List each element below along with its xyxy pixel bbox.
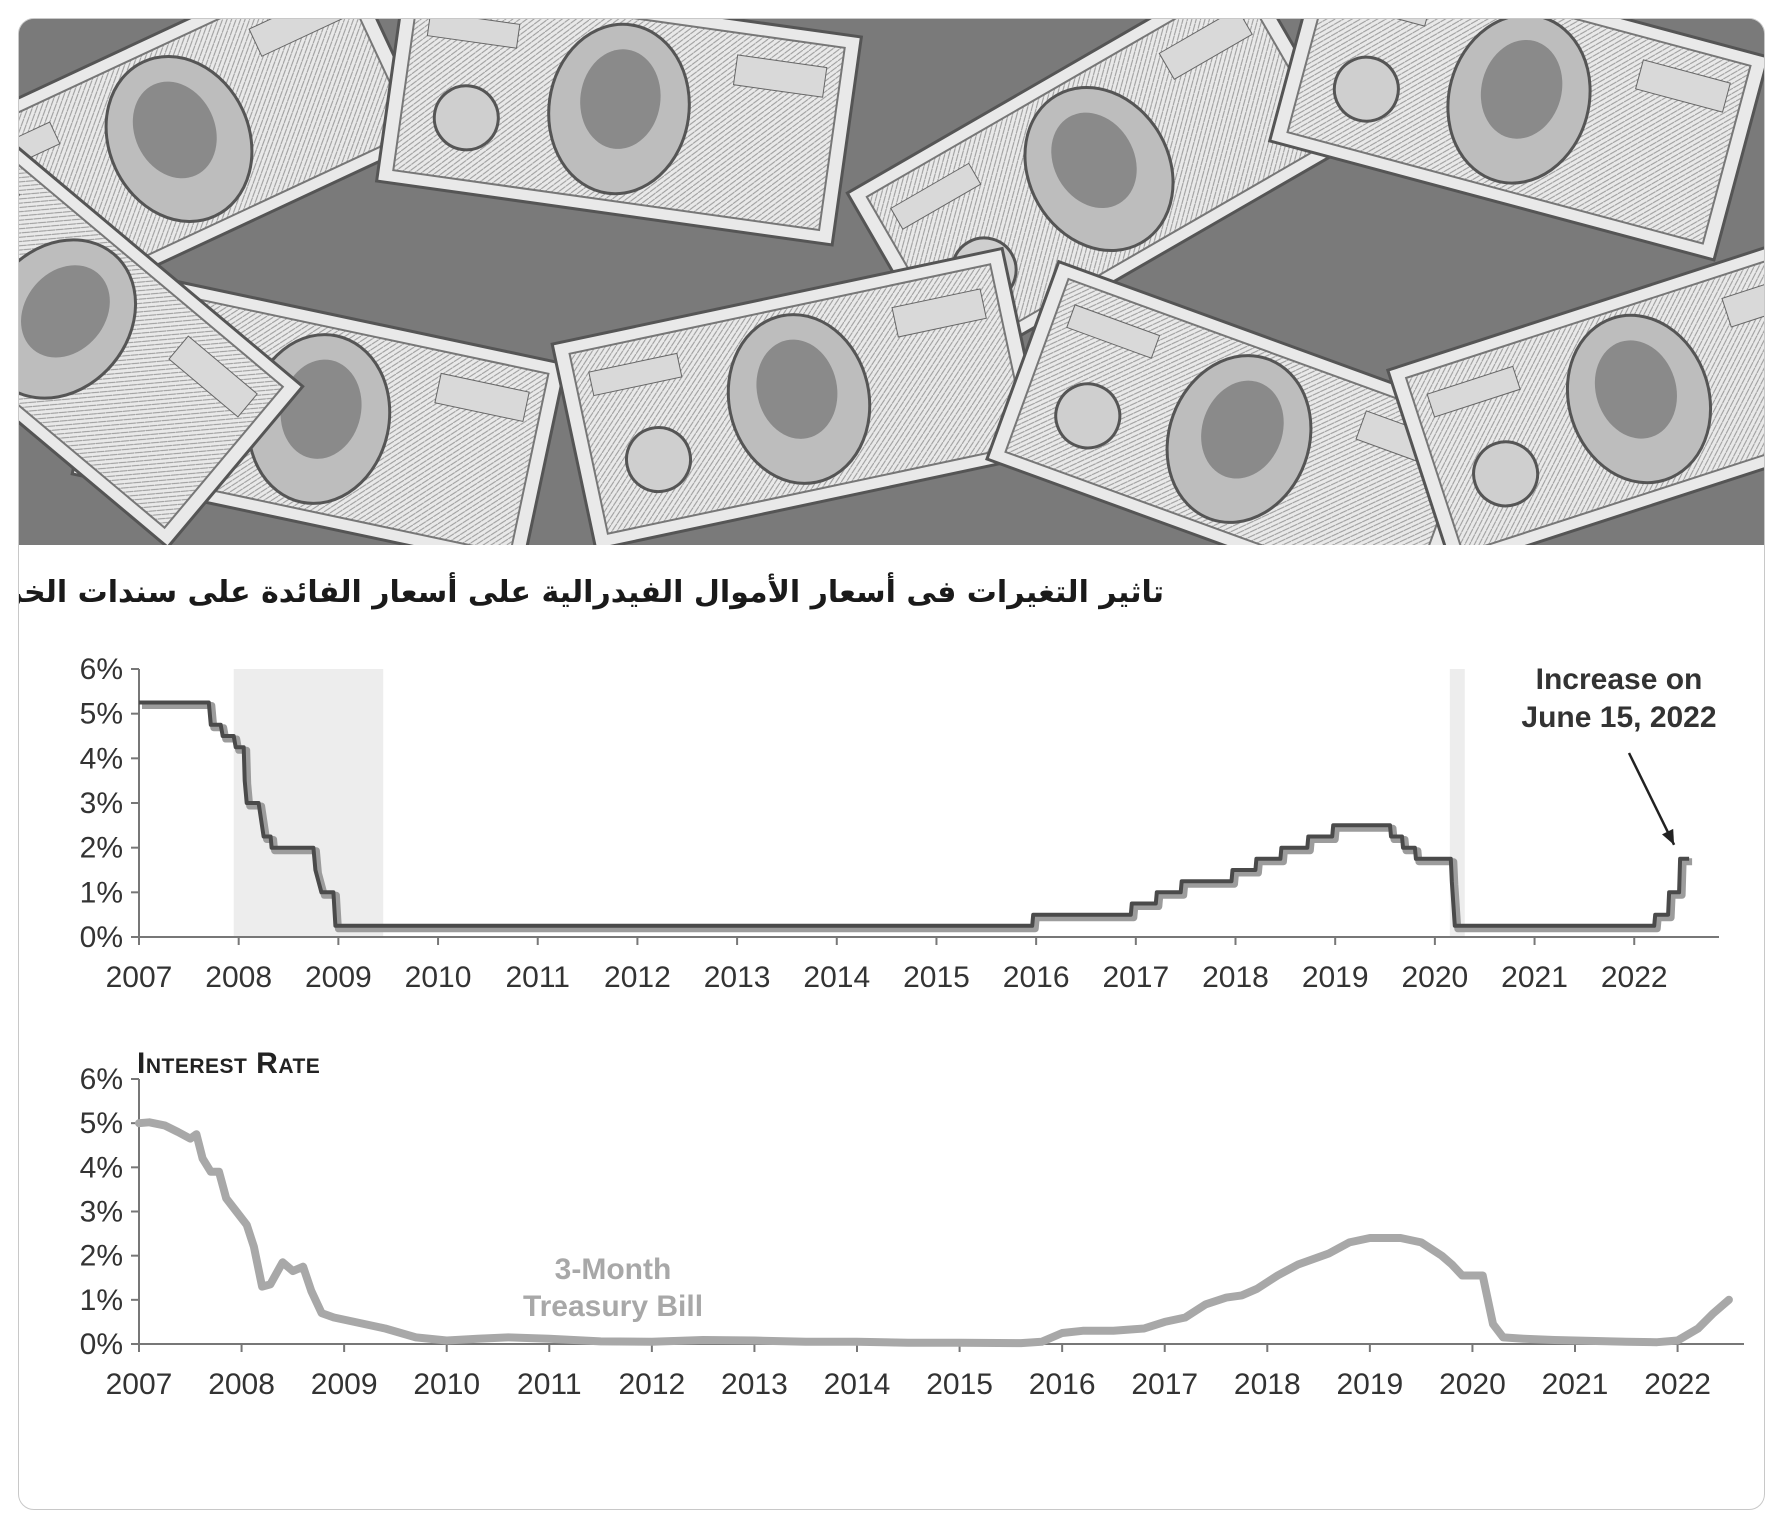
y-tick-label: 1% bbox=[80, 1284, 123, 1317]
x-tick-label: 2011 bbox=[505, 961, 570, 994]
x-tick-label: 2020 bbox=[1439, 1368, 1506, 1401]
x-tick-label: 2014 bbox=[803, 961, 870, 994]
annotation-line2: June 15, 2022 bbox=[1521, 701, 1716, 734]
x-tick-label: 2016 bbox=[1029, 1368, 1096, 1401]
x-tick-label: 2010 bbox=[405, 961, 472, 994]
y-tick-label: 5% bbox=[80, 1107, 123, 1140]
treasury-bill-chart: 0% 1% 2% 3% 4% 5% 6% 2007 2008 2009 2010 2011 2012 20… bbox=[80, 1063, 1744, 1401]
x-tick-label: 2021 bbox=[1501, 961, 1568, 994]
treasury-bill-line bbox=[135, 1118, 1733, 1348]
y-tick-label: 4% bbox=[80, 1151, 123, 1184]
series-label-line1: 3-Month bbox=[555, 1253, 672, 1286]
x-tick-label: 2008 bbox=[205, 961, 272, 994]
money-banner-image bbox=[19, 19, 1764, 545]
x-tick-label: 2019 bbox=[1302, 961, 1369, 994]
x-tick-label: 2012 bbox=[604, 961, 671, 994]
x-tick-label: 2022 bbox=[1644, 1368, 1711, 1401]
x-tick-label: 2011 bbox=[517, 1368, 582, 1401]
fed-funds-rate-line bbox=[139, 700, 1690, 928]
x-tick-label: 2007 bbox=[106, 1368, 173, 1401]
fed-funds-chart: 0% 1% 2% 3% 4% 5% 6% 2007 2008 2009 2010 2011 2012 20… bbox=[80, 653, 1719, 994]
interest-rate-title: Interest Rate bbox=[137, 1047, 321, 1080]
y-tick-label: 6% bbox=[80, 653, 123, 686]
y-tick-label: 2% bbox=[80, 832, 123, 865]
x-tick-label: 2010 bbox=[413, 1368, 480, 1401]
y-tick-label: 2% bbox=[80, 1240, 123, 1273]
y-tick-label: 1% bbox=[80, 876, 123, 909]
x-tick-label: 2007 bbox=[106, 961, 173, 994]
x-tick-label: 2021 bbox=[1542, 1368, 1609, 1401]
x-tick-label: 2019 bbox=[1336, 1368, 1403, 1401]
series-shadow bbox=[142, 702, 1693, 933]
chart-title: تاثير التغيرات فى أسعار الأموال الفيدرال… bbox=[18, 575, 1164, 610]
x-tick-label: 2009 bbox=[311, 1368, 378, 1401]
x-tick-label: 2018 bbox=[1202, 961, 1269, 994]
y-tick-label: 0% bbox=[80, 921, 123, 954]
annotation-line1: Increase on bbox=[1536, 663, 1703, 696]
x-tick-label: 2015 bbox=[903, 961, 970, 994]
x-tick-label: 2008 bbox=[208, 1368, 275, 1401]
card: تاثير التغيرات فى أسعار الأموال الفيدرال… bbox=[18, 18, 1765, 1510]
series-label-line2: Treasury Bill bbox=[523, 1290, 703, 1323]
x-tick-label: 2013 bbox=[704, 961, 771, 994]
hundred-dollar-bills-icon bbox=[19, 19, 1764, 545]
x-tick-label: 2012 bbox=[618, 1368, 685, 1401]
x-tick-label: 2015 bbox=[926, 1368, 993, 1401]
arrow-head-icon bbox=[1662, 828, 1675, 845]
x-tick-label: 2014 bbox=[824, 1368, 891, 1401]
y-tick-label: 3% bbox=[80, 787, 123, 820]
annotation-arrow-line bbox=[1627, 752, 1676, 846]
x-tick-label: 2018 bbox=[1234, 1368, 1301, 1401]
x-tick-label: 2017 bbox=[1102, 961, 1169, 994]
y-tick-label: 0% bbox=[80, 1328, 123, 1361]
x-tick-label: 2017 bbox=[1131, 1368, 1198, 1401]
x-tick-label: 2016 bbox=[1003, 961, 1070, 994]
y-tick-label: 3% bbox=[80, 1196, 123, 1229]
y-tick-label: 6% bbox=[80, 1063, 123, 1096]
y-tick-label: 5% bbox=[80, 698, 123, 731]
y-tick-label: 4% bbox=[80, 742, 123, 775]
x-tick-label: 2020 bbox=[1401, 961, 1468, 994]
x-tick-label: 2009 bbox=[305, 961, 372, 994]
x-tick-label: 2013 bbox=[721, 1368, 788, 1401]
x-tick-label: 2022 bbox=[1601, 961, 1668, 994]
